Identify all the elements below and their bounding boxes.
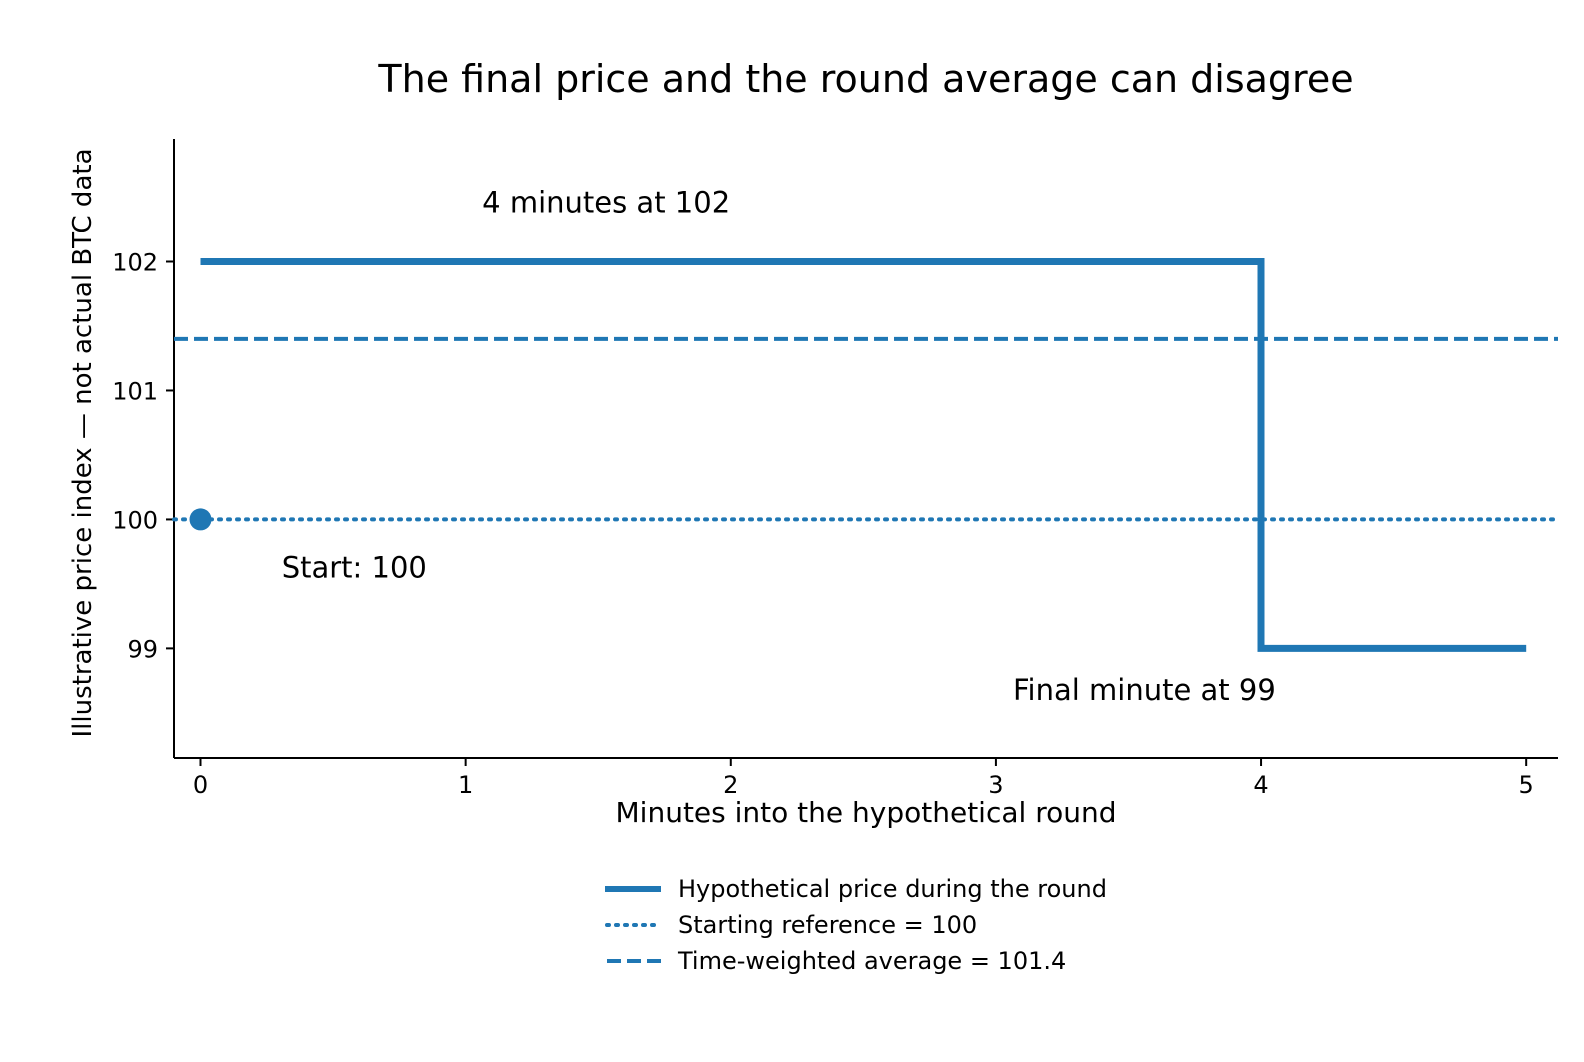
annotation-label: 4 minutes at 102 [482,186,730,220]
legend-label-start: Starting reference = 100 [678,911,977,939]
plot-area: 0 1 2 3 4 5 99 100 101 102 4 minutes at 102 Start: … [112,139,1560,799]
legend: Hypothetical price during the round Star… [605,875,1107,975]
x-tick-label: 5 [1519,771,1534,799]
y-axis-label: Illustrative price index — not actual BT… [68,149,98,738]
legend-label-average: Time-weighted average = 101.4 [677,947,1066,975]
annotation-label: Final minute at 99 [1013,673,1276,707]
y-tick-label: 102 [112,249,158,277]
y-tick-label: 100 [112,506,158,534]
chart-title: The final price and the round average ca… [377,57,1353,101]
y-tick-label: 101 [112,377,158,405]
x-tick-label: 3 [988,771,1003,799]
x-tick-label: 2 [723,771,738,799]
legend-label-price: Hypothetical price during the round [678,875,1107,903]
x-tick-label: 4 [1253,771,1268,799]
start-point-marker [189,508,212,531]
x-tick-label: 0 [193,771,208,799]
annotation-label: Start: 100 [282,550,427,584]
y-tick-label: 99 [127,635,158,663]
series-line-price [200,258,1527,652]
x-axis-label: Minutes into the hypothetical round [616,796,1117,829]
x-tick-label: 1 [458,771,473,799]
